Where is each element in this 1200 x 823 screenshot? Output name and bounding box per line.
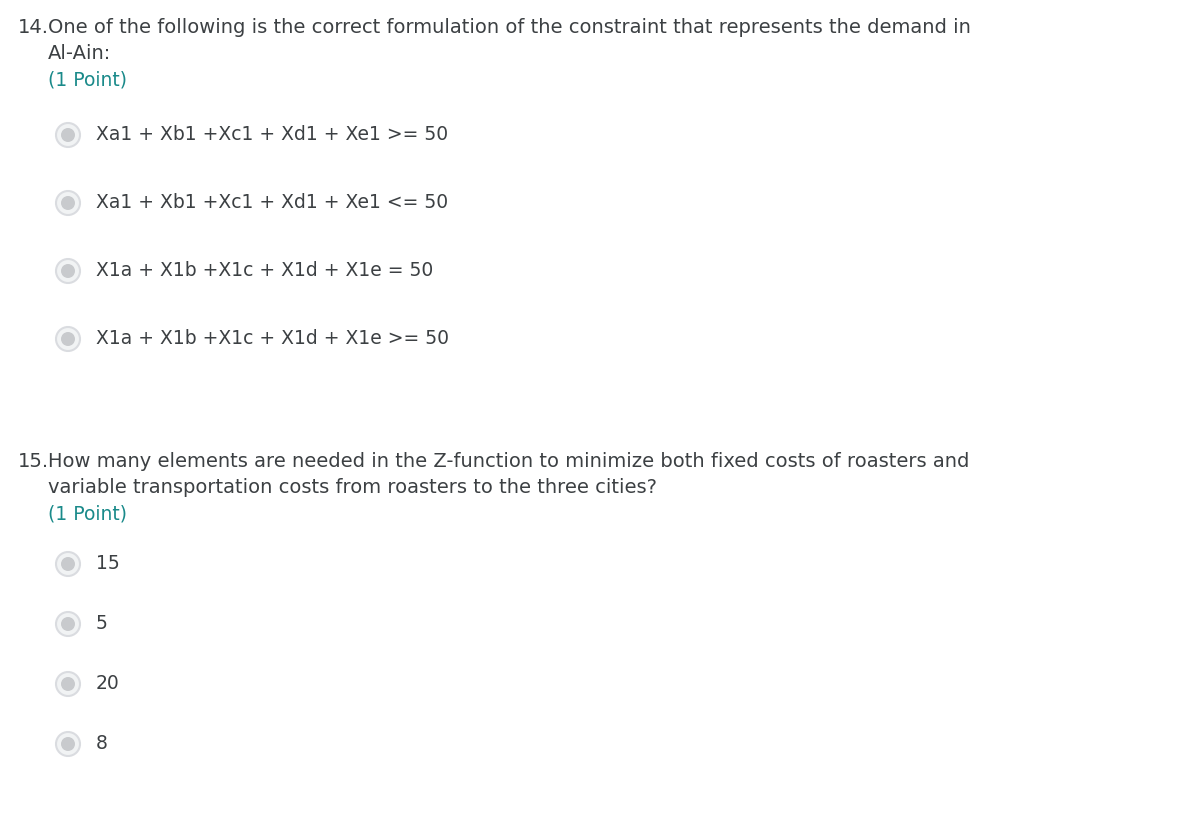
Circle shape	[61, 677, 74, 691]
Circle shape	[56, 552, 80, 576]
Text: X1a + X1b +X1c + X1d + X1e >= 50: X1a + X1b +X1c + X1d + X1e >= 50	[96, 329, 449, 348]
Text: (1 Point): (1 Point)	[48, 504, 127, 523]
Circle shape	[56, 191, 80, 215]
Text: One of the following is the correct formulation of the constraint that represent: One of the following is the correct form…	[48, 18, 971, 37]
Circle shape	[61, 557, 74, 571]
Circle shape	[61, 196, 74, 210]
Circle shape	[56, 612, 80, 636]
Text: (1 Point): (1 Point)	[48, 70, 127, 89]
Circle shape	[61, 128, 74, 142]
Text: 14.: 14.	[18, 18, 49, 37]
Text: 15: 15	[96, 554, 120, 573]
Circle shape	[56, 259, 80, 283]
Text: variable transportation costs from roasters to the three cities?: variable transportation costs from roast…	[48, 478, 658, 497]
Circle shape	[56, 672, 80, 696]
Circle shape	[61, 737, 74, 751]
Text: How many elements are needed in the Z-function to minimize both fixed costs of r: How many elements are needed in the Z-fu…	[48, 452, 970, 471]
Text: 5: 5	[96, 614, 108, 633]
Text: Al-Ain:: Al-Ain:	[48, 44, 112, 63]
Text: 8: 8	[96, 734, 108, 753]
Text: Xa1 + Xb1 +Xc1 + Xd1 + Xe1 <= 50: Xa1 + Xb1 +Xc1 + Xd1 + Xe1 <= 50	[96, 193, 448, 212]
Circle shape	[61, 332, 74, 346]
Circle shape	[56, 732, 80, 756]
Text: 20: 20	[96, 674, 120, 693]
Text: X1a + X1b +X1c + X1d + X1e = 50: X1a + X1b +X1c + X1d + X1e = 50	[96, 261, 433, 280]
Text: Xa1 + Xb1 +Xc1 + Xd1 + Xe1 >= 50: Xa1 + Xb1 +Xc1 + Xd1 + Xe1 >= 50	[96, 125, 448, 144]
Text: 15.: 15.	[18, 452, 49, 471]
Circle shape	[56, 327, 80, 351]
Circle shape	[56, 123, 80, 147]
Circle shape	[61, 264, 74, 278]
Circle shape	[61, 617, 74, 631]
